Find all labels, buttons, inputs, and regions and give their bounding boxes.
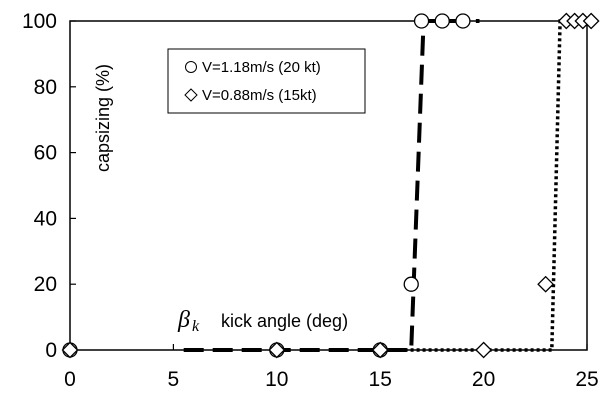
data-point-diamond <box>537 275 555 293</box>
legend-diamond-icon <box>184 88 198 102</box>
x-tick-label: 10 <box>265 368 288 391</box>
data-point-diamond <box>268 341 286 359</box>
legend-box <box>167 48 366 114</box>
y-tick-label: 0 <box>45 339 57 362</box>
data-point-circle <box>434 13 450 29</box>
plot-frame <box>69 20 588 351</box>
x-axis-title-symbol: β <box>177 307 190 333</box>
legend: V=1.18m/s (20 kt) V=0.88m/s (15kt) <box>167 48 366 114</box>
data-point-circle <box>455 13 471 29</box>
y-tick-label: 60 <box>34 142 57 165</box>
fit-line-series-1 <box>183 19 480 352</box>
x-axis-title-text: kick angle (deg) <box>221 311 348 331</box>
data-point-circle <box>403 276 419 292</box>
y-tick-label: 20 <box>34 273 57 296</box>
x-tick-label: 20 <box>472 368 495 391</box>
x-tick-label: 0 <box>64 368 76 391</box>
x-axis-title-subscript: k <box>192 318 200 335</box>
x-tick-label: 5 <box>168 368 180 391</box>
data-point-diamond <box>371 341 389 359</box>
data-points <box>61 12 600 359</box>
y-axis-title: capsizing (%) <box>93 64 113 172</box>
data-point-diamond <box>475 341 493 359</box>
ticks: 0 20 40 60 80 100 0 5 10 15 20 25 <box>22 10 599 391</box>
y-tick-label: 40 <box>34 207 57 230</box>
legend-label-series-2: V=0.88m/s (15kt) <box>202 87 317 104</box>
x-tick-label: 15 <box>369 368 392 391</box>
legend-label-series-1: V=1.18m/s (20 kt) <box>202 59 321 76</box>
legend-circle-icon <box>185 61 197 73</box>
x-axis-title: β k kick angle (deg) <box>177 307 348 335</box>
y-tick-label: 100 <box>22 10 57 33</box>
data-point-circle <box>413 13 430 29</box>
y-tick-label: 80 <box>34 76 57 99</box>
data-point-diamond <box>61 341 79 359</box>
data-point-diamond <box>582 12 600 30</box>
x-tick-label: 25 <box>575 368 598 391</box>
